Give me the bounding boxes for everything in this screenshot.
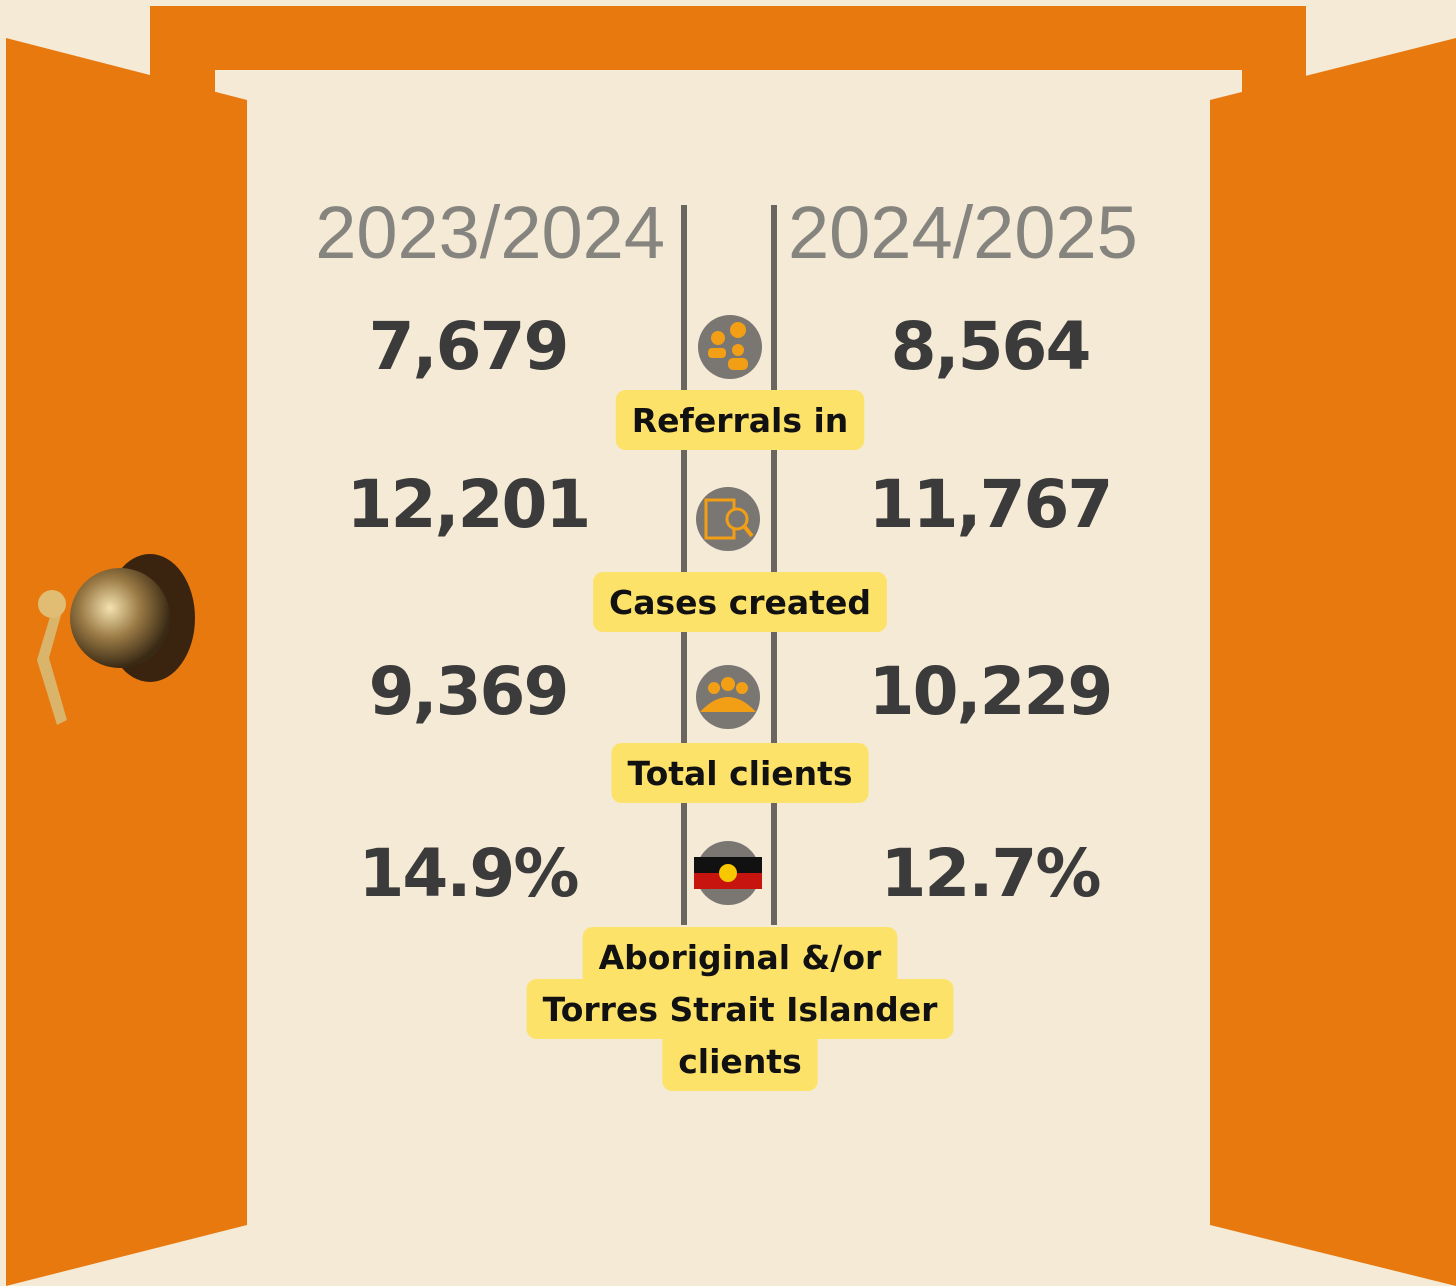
stat-label: Total clients — [627, 754, 852, 793]
icon — [696, 665, 760, 729]
stat-value: 8,564 — [891, 308, 1090, 385]
stat-label: Torres Strait Islander — [543, 990, 939, 1029]
stat-value: 10,229 — [869, 653, 1112, 730]
stat-value: 7,679 — [369, 308, 568, 385]
column-header: 2024/2025 — [788, 191, 1138, 274]
icon — [698, 315, 762, 379]
stat-value: 11,767 — [869, 466, 1112, 543]
stat-value: 14.9% — [359, 835, 579, 912]
stat-label: Cases created — [609, 583, 871, 622]
icon — [696, 487, 760, 551]
stat-value: 12.7% — [881, 835, 1101, 912]
stat-label: Aboriginal &/or — [599, 938, 882, 977]
stat-value: 9,369 — [369, 653, 568, 730]
stat-label: Referrals in — [632, 401, 849, 440]
infographic: 2023/2024 2024/2025 7,679 8,564 Referrals … — [0, 0, 1456, 1286]
page: 2023/2024 2024/2025 7,679 8,564 Referrals … — [0, 0, 1456, 1286]
stat-label: clients — [678, 1042, 801, 1081]
right-door — [1210, 38, 1456, 1286]
column-header: 2023/2024 — [315, 191, 665, 274]
stat-value: 12,201 — [347, 466, 590, 543]
